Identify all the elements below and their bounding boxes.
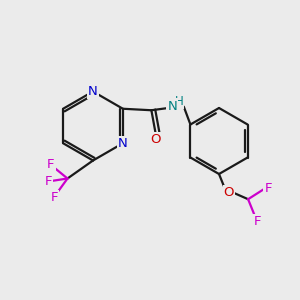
Text: N: N: [118, 137, 128, 150]
Text: F: F: [50, 190, 58, 204]
Text: F: F: [265, 182, 272, 195]
Text: N: N: [167, 100, 177, 112]
Text: N: N: [88, 85, 98, 98]
Text: O: O: [224, 186, 234, 199]
Text: F: F: [254, 215, 261, 228]
Text: F: F: [47, 158, 55, 172]
Text: H: H: [175, 95, 183, 108]
Text: F: F: [44, 175, 52, 188]
Text: O: O: [151, 133, 161, 146]
